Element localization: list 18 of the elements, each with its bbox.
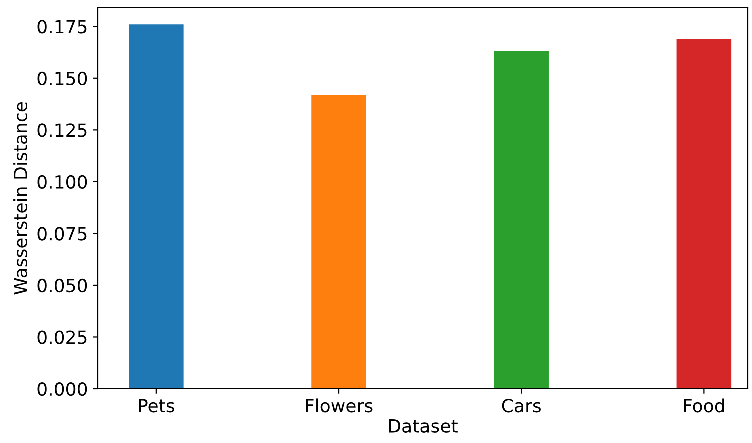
- x-tick-label: Food: [684, 398, 724, 413]
- x-tick-label: Flowers: [306, 398, 373, 413]
- y-tick-label: 0.000: [38, 382, 88, 396]
- bar: [494, 51, 549, 389]
- y-tick-label: 0.125: [38, 124, 87, 138]
- y-tick-label: 0.150: [38, 72, 88, 86]
- x-tick-label: Cars: [502, 399, 541, 413]
- x-axis-title: Dataset: [389, 420, 458, 433]
- bar: [312, 94, 366, 389]
- y-tick-label: 0.025: [38, 330, 87, 344]
- y-tick-label: 0.175: [38, 20, 87, 34]
- y-tick-label: 0.050: [38, 278, 88, 293]
- bar: [129, 24, 184, 389]
- x-tick-label: Pets: [139, 399, 174, 413]
- y-tick-label: 0.075: [38, 227, 87, 241]
- bar: [676, 39, 732, 389]
- y-tick-label: 0.100: [38, 175, 88, 190]
- y-axis-title: Wasserstein Distance: [14, 102, 28, 295]
